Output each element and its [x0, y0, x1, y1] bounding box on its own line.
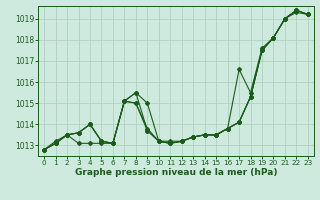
X-axis label: Graphe pression niveau de la mer (hPa): Graphe pression niveau de la mer (hPa): [75, 168, 277, 177]
